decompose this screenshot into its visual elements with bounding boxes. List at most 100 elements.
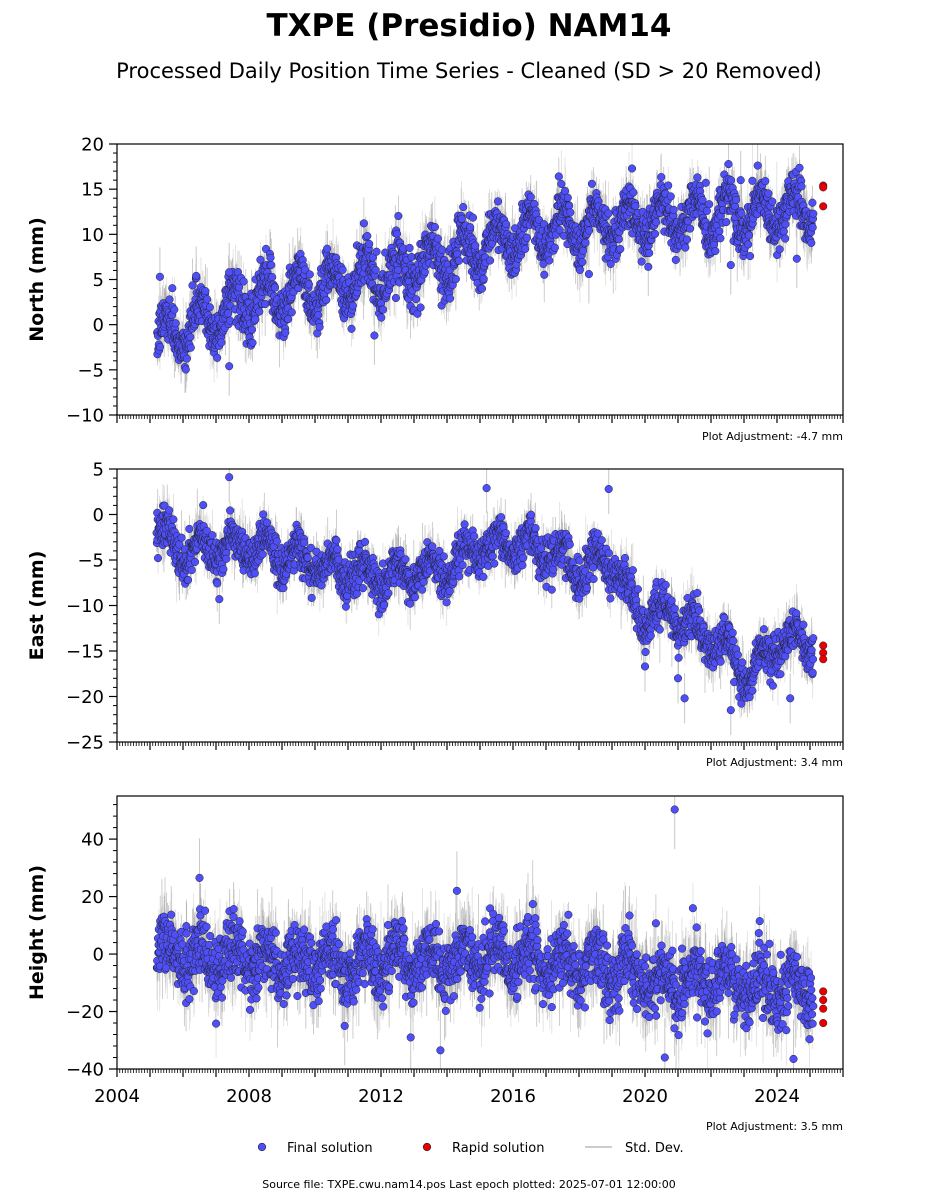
final-solution-point [566,208,575,217]
final-solution-point [775,245,784,254]
y-tick-label: −10 [66,406,104,427]
final-solution-point [727,176,736,185]
final-solution-point [809,209,818,218]
final-solution-point [545,256,554,265]
rapid-solution-point [819,183,828,192]
final-solution-point [391,293,400,303]
final-solution-point [372,247,381,256]
final-solution-point [268,273,277,282]
final-solution-point [368,253,377,262]
final-solution-point [705,200,714,209]
final-solution-point [323,244,332,253]
final-solution-point [616,244,625,254]
final-solution-point [681,243,690,252]
final-solution-point [629,188,638,197]
final-solution-point [575,265,584,274]
final-solution-point [287,308,296,317]
plot-area [153,144,828,396]
final-solution-point [716,234,725,243]
final-solution-point [338,265,347,274]
final-solution-point [521,244,530,253]
final-solution-point [645,248,654,258]
final-solution-point [348,301,357,310]
final-solution-point [225,362,234,371]
final-solution-point [359,219,368,228]
final-solution-point [781,234,790,243]
final-solution-point [744,240,753,249]
final-solution-point [433,234,442,243]
final-solution-point [807,238,816,247]
final-solution-point [669,205,678,214]
final-solution-point [550,243,559,252]
final-solution-point [522,233,531,242]
final-solution-point [604,209,613,218]
final-solution-point [736,176,745,185]
final-solution-point [454,256,464,265]
final-solution-point [453,250,462,259]
final-solution-point [181,365,190,374]
final-solution-point [170,305,179,314]
final-solution-point [797,182,806,191]
final-solution-point [753,161,762,170]
final-solution-point [192,271,201,280]
y-axis-label: North (mm) [26,217,48,342]
final-solution-point [560,186,570,195]
final-solution-point [255,307,264,316]
final-solution-point [657,173,666,182]
final-solution-point [795,163,804,172]
final-solution-point [205,303,214,312]
north-panel: −10 −5 0 5 10 15 20 North (mm) Plot Adjustment: … [26,135,844,443]
final-solution-point [502,220,511,229]
final-solution-point [578,246,588,255]
final-solution-point [394,211,403,221]
final-solution-point [711,246,720,256]
rapid-solution-point [819,202,828,211]
final-solution-point [248,338,257,347]
final-solution-point [186,332,195,342]
final-solution-point [370,331,379,340]
final-solution-point [761,177,770,186]
final-solution-point [666,192,675,201]
final-solution-point [466,223,475,232]
final-solution-point [392,229,402,238]
final-solution-point [671,255,680,264]
final-solution-point [715,227,724,236]
final-solution-point [555,225,564,235]
final-solution-point [201,287,210,296]
final-solution-point [726,260,735,270]
final-solution-point [365,239,374,248]
final-solution-point [540,270,549,279]
final-solution-point [451,275,460,284]
final-solution-point [186,343,195,352]
final-solution-point [724,160,733,169]
final-solution-point [239,277,248,286]
final-solution-point [578,258,587,267]
final-solution-point [732,195,741,204]
y-tick-label: 20 [81,135,104,156]
y-tick-label: −5 [77,360,104,381]
final-solution-point [627,164,637,173]
y-tick-label: 5 [93,270,104,291]
final-solution-point [203,295,212,304]
final-solution-point [261,300,270,309]
final-solution-point [155,272,164,281]
final-solution-point [347,324,356,333]
final-solution-point [650,229,660,238]
final-solution-point [631,201,640,211]
final-solution-point [168,284,177,293]
final-solution-point [468,213,478,222]
final-solution-point [682,235,692,244]
y-tick-label: 15 [81,180,104,201]
final-solution-point [305,270,314,279]
final-solution-point [224,309,233,318]
final-solution-point [722,218,731,227]
final-solution-point [363,231,372,241]
chart-title: TXPE (Presidio) NAM14 [266,8,671,44]
final-solution-point [779,227,788,236]
final-solution-point [748,176,757,185]
final-solution-point [652,218,661,227]
final-solution-point [565,201,574,210]
final-solution-point [584,270,593,279]
final-solution-point [768,197,777,206]
final-solution-point [526,192,535,202]
